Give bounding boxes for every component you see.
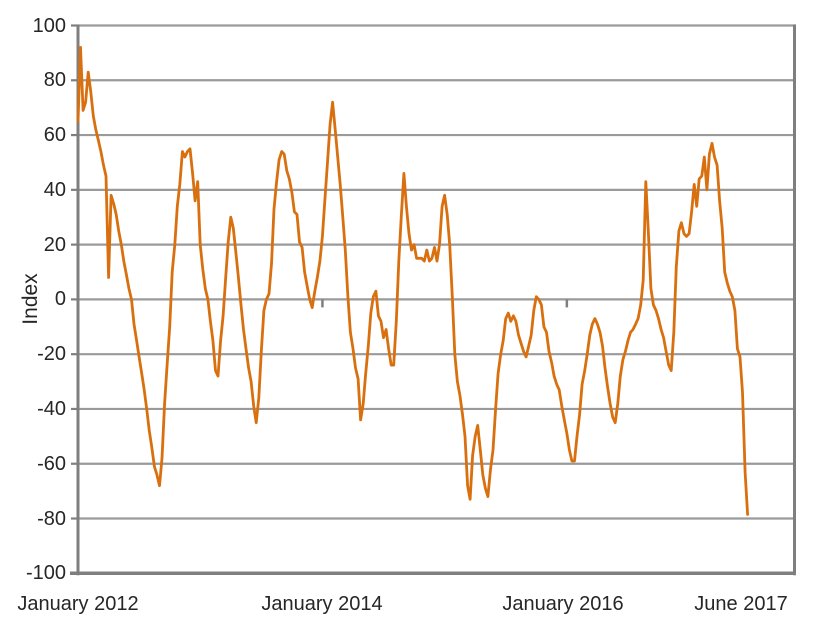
y-tick-label: 20 bbox=[43, 234, 66, 256]
y-tick-label: 100 bbox=[32, 15, 66, 37]
x-tick-label: January 2012 bbox=[17, 593, 139, 615]
y-tick-label: -20 bbox=[37, 343, 66, 365]
y-tick-label: -100 bbox=[25, 562, 66, 584]
y-tick-label: 60 bbox=[43, 124, 66, 146]
y-tick-label: 40 bbox=[43, 179, 66, 201]
y-tick-label: -60 bbox=[37, 453, 66, 475]
y-tick-label: 80 bbox=[43, 69, 66, 91]
y-tick-label: 0 bbox=[54, 288, 66, 310]
x-tick-label: January 2014 bbox=[261, 593, 383, 615]
x-tick-label: June 2017 bbox=[694, 593, 788, 615]
index-series-line bbox=[76, 46, 749, 516]
x-tick-label: January 2016 bbox=[502, 593, 624, 615]
y-tick-label: -40 bbox=[37, 398, 66, 420]
y-tick-label: -80 bbox=[37, 508, 66, 530]
